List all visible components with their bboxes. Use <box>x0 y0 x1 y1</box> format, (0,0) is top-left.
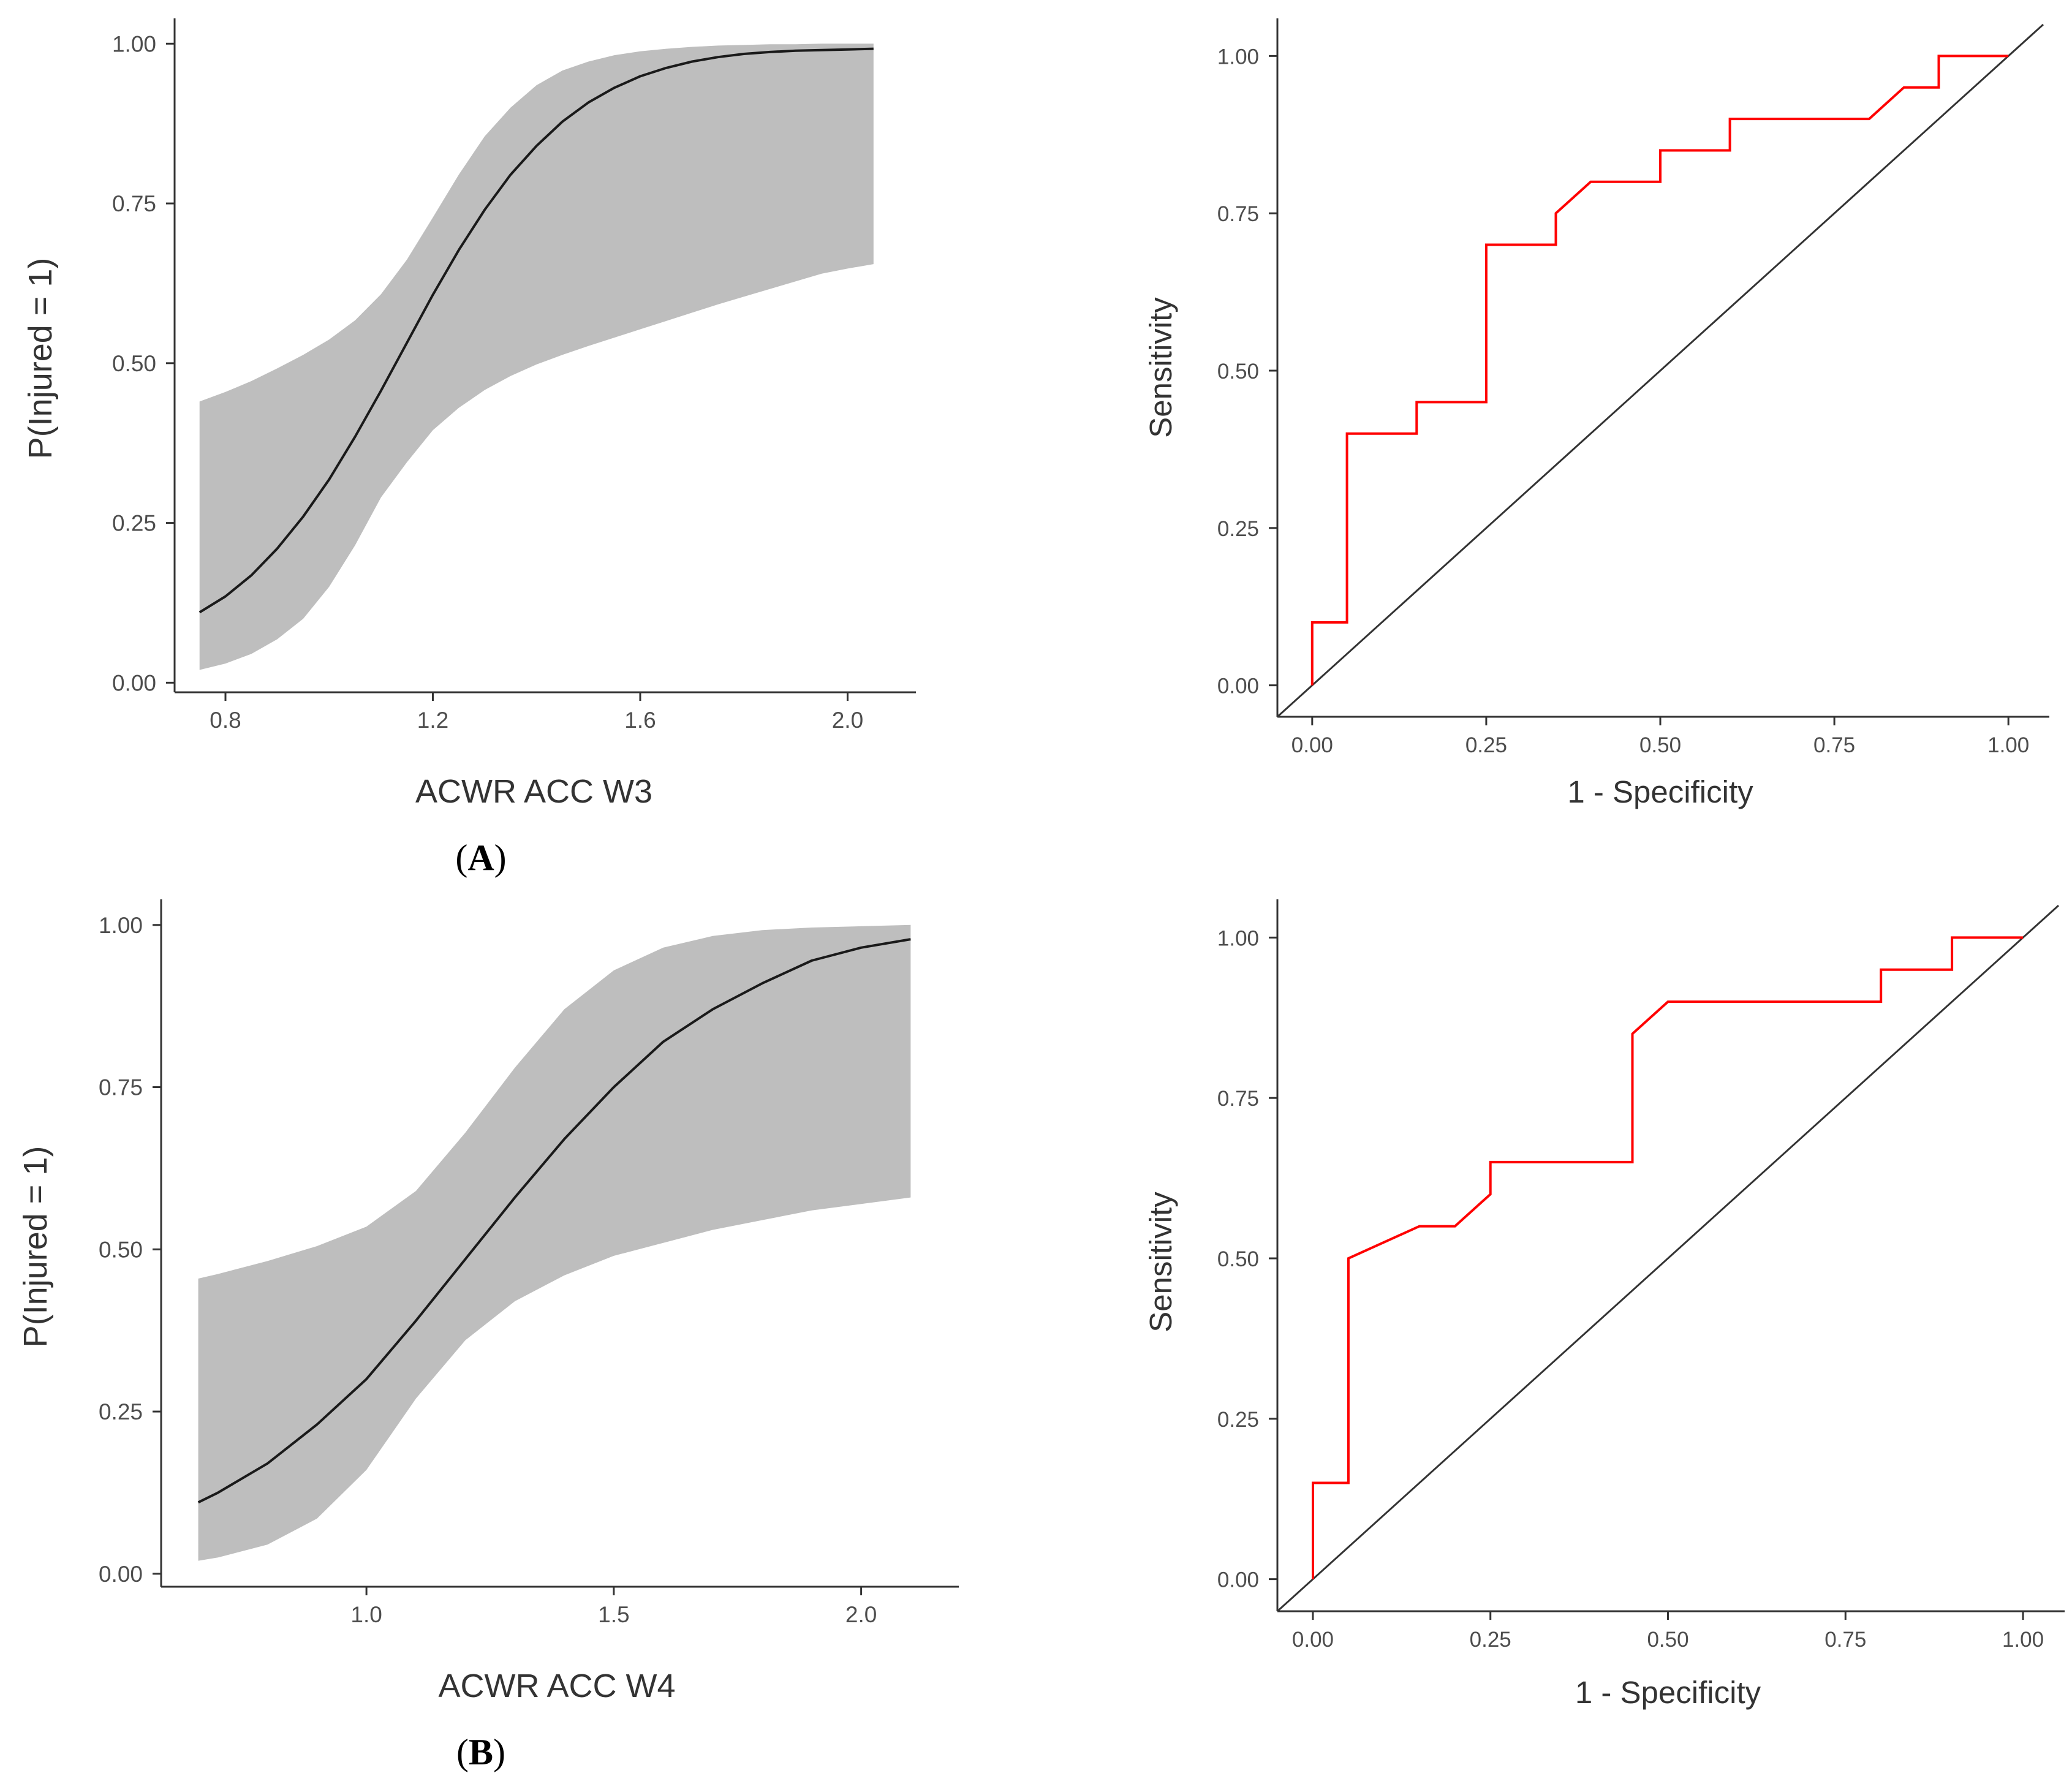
y-tick-label: 0.25 <box>99 1399 143 1424</box>
fit-line <box>199 47 874 614</box>
x-tick-label: 2.0 <box>832 708 863 733</box>
x-axis-title: 1 - Specificity <box>1575 1675 1761 1710</box>
x-tick-label: 1.00 <box>1987 733 2029 757</box>
fit-line <box>197 938 911 1504</box>
panel-label-paren: ) <box>493 1732 505 1772</box>
y-tick-label: 0.00 <box>1217 1568 1259 1592</box>
confidence-band <box>199 43 874 670</box>
x-tick-label: 0.25 <box>1470 1628 1511 1652</box>
x-tick-label: 0.25 <box>1465 733 1507 757</box>
y-tick-label: 0.25 <box>1217 517 1259 541</box>
y-tick-label: 0.50 <box>1217 1247 1259 1271</box>
y-tick-label: 0.75 <box>112 191 156 216</box>
y-axis-title: Sensitivity <box>1143 297 1178 438</box>
x-tick-label: 0.50 <box>1647 1628 1688 1652</box>
y-axis-title: P(Injured = 1) <box>22 258 59 459</box>
y-tick-label: 0.75 <box>1217 1087 1259 1111</box>
roc-curve <box>1312 936 2023 1579</box>
y-tick-label: 0.00 <box>99 1562 143 1587</box>
y-tick-label: 0.75 <box>99 1075 143 1100</box>
y-tick-label: 0.00 <box>1217 675 1259 698</box>
x-tick-label: 1.00 <box>2002 1628 2044 1652</box>
panel-label-paren: ( <box>455 837 467 878</box>
x-axis-title: ACWR ACC W3 <box>415 773 652 810</box>
x-tick-label: 1.5 <box>598 1602 629 1627</box>
reference-diagonal <box>1276 904 2060 1612</box>
roc-curve <box>1310 55 2009 686</box>
x-tick-label: 1.6 <box>624 708 656 733</box>
y-tick-label: 0.75 <box>1217 202 1259 226</box>
y-tick-label: 0.50 <box>1217 360 1259 384</box>
chart-logistic-a: 0.8 1.2 1.6 2.0 0.00 0.25 0.50 0.75 1.00 ACWR ACC… <box>22 18 916 810</box>
confidence-band <box>198 924 911 1561</box>
y-axis-title: P(Injured = 1) <box>17 1146 54 1348</box>
x-tick-label: 2.0 <box>845 1602 877 1627</box>
y-tick-label: 1.00 <box>1217 45 1259 69</box>
y-axis-title: Sensitivity <box>1143 1192 1178 1332</box>
y-tick-label: 0.00 <box>112 670 156 695</box>
x-axis-title: 1 - Specificity <box>1567 774 1753 809</box>
x-tick-label: 0.50 <box>1639 733 1681 757</box>
x-tick-label: 0.75 <box>1824 1628 1866 1652</box>
x-tick-label: 1.2 <box>417 708 448 733</box>
y-tick-label: 0.50 <box>99 1237 143 1262</box>
y-tick-label: 0.25 <box>1217 1408 1259 1432</box>
panel-label-a: (A) <box>455 837 506 878</box>
y-tick-label: 0.25 <box>112 511 156 536</box>
y-tick-label: 1.00 <box>99 913 143 938</box>
panel-label-b: (B) <box>456 1732 505 1772</box>
y-tick-label: 1.00 <box>112 31 156 56</box>
y-tick-label: 1.00 <box>1217 926 1259 950</box>
reference-diagonal <box>1276 23 2044 718</box>
x-axis-title: ACWR ACC W4 <box>438 1668 675 1704</box>
panel-label-paren: ( <box>456 1732 469 1772</box>
x-tick-label: 0.00 <box>1291 733 1333 757</box>
x-tick-label: 0.00 <box>1292 1628 1334 1652</box>
y-tick-label: 0.50 <box>112 351 156 376</box>
x-tick-label: 1.0 <box>350 1602 382 1627</box>
x-tick-label: 0.8 <box>210 708 241 733</box>
chart-logistic-b: 1.0 1.5 2.0 0.00 0.25 0.50 0.75 1.00 ACWR ACC W4… <box>17 899 959 1704</box>
x-tick-label: 0.75 <box>1813 733 1855 757</box>
panel-label-letter: A <box>467 837 494 878</box>
panel-label-letter: B <box>469 1732 493 1772</box>
chart-roc-a: 0.00 0.25 0.50 0.75 1.00 0.00 0.25 0.50 0.75 1.00… <box>1143 18 2049 809</box>
panel-label-paren: ) <box>494 837 507 878</box>
chart-roc-b: 0.00 0.25 0.50 0.75 1.00 0.00 0.25 0.50 0.75 1.00… <box>1143 899 2065 1710</box>
